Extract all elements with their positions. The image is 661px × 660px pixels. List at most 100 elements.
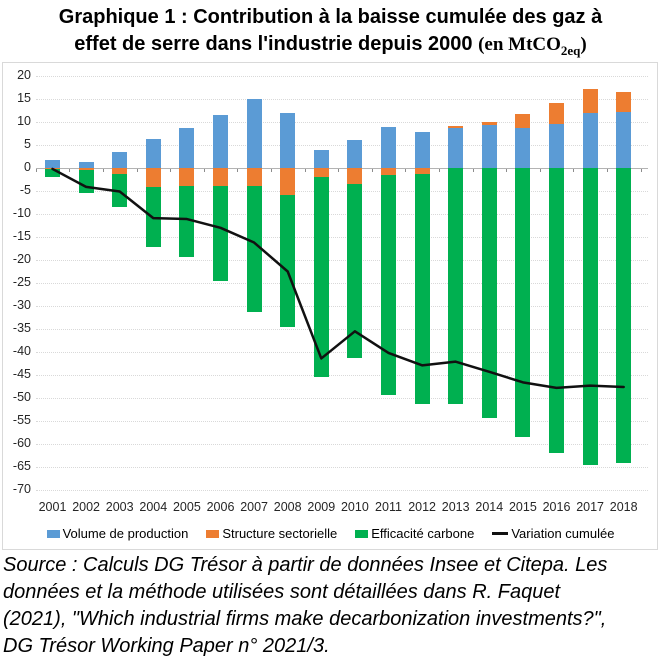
chart-title: Graphique 1 : Contribution à la baisse c… [0,4,661,64]
x-axis-label-2001: 2001 [38,500,67,514]
gridline--60 [36,444,648,445]
gridline-10 [36,122,648,123]
axis-tick [237,169,239,172]
axis-tick [270,169,272,172]
bar-segment-efficacite-carbone-2001 [45,168,60,178]
bar-segment-volume-de-production-2008 [280,112,296,168]
y-axis-label--45: -45 [12,367,31,381]
x-axis-label-2008: 2008 [273,500,302,514]
legend-item-variation-cumulee: Variation cumulée [492,526,614,541]
gridline-5 [36,145,648,146]
y-axis-label-20: 20 [17,68,31,82]
y-axis-label--60: -60 [12,436,31,450]
x-axis-label-2007: 2007 [240,500,268,514]
y-axis-label--50: -50 [12,390,31,404]
axis-tick [170,169,172,172]
chart-title-line2-text: effet de serre dans l'industrie depuis 2… [74,33,479,55]
axis-tick [136,169,138,172]
legend-item-volume-de-production: Volume de production [46,526,189,541]
bar-segment-efficacite-carbone-2005 [179,186,195,258]
chart-title-line1: Graphique 1 : Contribution à la baisse c… [58,6,603,28]
y-axis-label--10: -10 [12,206,31,220]
x-axis-label-2009: 2009 [307,500,336,514]
y-axis-label--25: -25 [12,275,31,289]
bar-segment-efficacite-carbone-2004 [145,186,161,248]
legend-label-efficacite-carbone: Efficacité carbone [371,526,475,541]
y-axis-label-15: 15 [17,91,31,105]
bar-segment-volume-de-production-2015 [515,127,531,168]
axis-tick [405,169,407,172]
gridline-20 [36,76,648,77]
x-axis-label-2005: 2005 [172,500,201,514]
legend-swatch-variation-cumulee [492,532,509,535]
bar-segment-efficacite-carbone-2003 [112,173,128,207]
axis-tick [102,169,104,172]
bar-segment-volume-de-production-2002 [78,162,94,168]
x-axis-label-2017: 2017 [576,500,604,514]
source-line-4: DG Trésor Working Paper n° 2021/3. [3,635,330,657]
bar-segment-volume-de-production-2010 [347,140,363,168]
x-axis-label-2002: 2002 [72,500,100,514]
legend-item-structure-sectorielle: Structure sectorielle [206,526,337,541]
y-axis-label--15: -15 [12,229,31,243]
bar-segment-structure-sectorielle-2004 [145,168,161,187]
bar-segment-efficacite-carbone-2013 [448,168,464,404]
bar-segment-volume-de-production-2014 [481,125,497,168]
y-axis-label--20: -20 [12,252,31,266]
legend: Volume de production Structure sectoriell… [0,526,661,541]
x-axis-label-2004: 2004 [139,500,168,514]
y-axis-label--40: -40 [12,344,31,358]
y-axis-label-10: 10 [17,114,31,128]
x-axis-label-2010: 2010 [340,500,369,514]
x-axis-label-2011: 2011 [375,500,402,514]
legend-label-structure-sectorielle: Structure sectorielle [222,526,338,541]
bar-segment-structure-sectorielle-2010 [347,168,363,185]
gridline--70 [36,490,648,491]
bar-segment-efficacite-carbone-2006 [213,186,228,281]
y-axis-label--35: -35 [12,321,31,335]
axis-tick [371,169,373,172]
bar-segment-volume-de-production-2017 [582,113,598,168]
axis-tick [338,169,340,172]
bar-segment-volume-de-production-2011 [381,126,396,168]
legend-label-volume-de-production: Volume de production [62,526,189,541]
bar-segment-efficacite-carbone-2015 [515,168,531,437]
x-axis-label-2013: 2013 [441,500,470,514]
bar-segment-efficacite-carbone-2012 [414,174,430,404]
bar-segment-volume-de-production-2005 [179,127,195,168]
bar-segment-efficacite-carbone-2011 [381,174,396,395]
bar-segment-structure-sectorielle-2018 [616,92,632,112]
bar-segment-efficacite-carbone-2007 [246,186,262,312]
gridline--50 [36,398,648,399]
axis-tick [69,169,71,172]
x-axis-label-2015: 2015 [508,500,537,514]
bar-segment-efficacite-carbone-2018 [616,168,632,464]
legend-label-variation-cumulee: Variation cumulée [511,526,615,541]
axis-tick [539,169,541,172]
bar-segment-volume-de-production-2016 [549,124,564,168]
bar-segment-efficacite-carbone-2014 [481,168,497,419]
legend-swatch-efficacite-carbone [355,529,369,538]
y-axis-label--30: -30 [12,298,31,312]
bar-segment-volume-de-production-2009 [313,149,329,168]
bar-segment-efficacite-carbone-2017 [582,168,598,466]
source-line-1: Source : Calculs DG Trésor à partir de d… [3,554,608,576]
axis-tick [438,169,440,172]
bar-segment-efficacite-carbone-2009 [313,176,329,377]
axis-tick [573,169,575,172]
x-axis-label-2006: 2006 [206,500,235,514]
bar-segment-structure-sectorielle-2016 [549,102,564,125]
bar-segment-efficacite-carbone-2010 [347,184,363,358]
chart-title-line2: effet de serre dans l'industrie depuis 2… [0,31,661,64]
x-axis-label-2018: 2018 [609,500,638,514]
bar-segment-structure-sectorielle-2007 [246,168,262,187]
bar-segment-volume-de-production-2012 [414,131,430,168]
unit-close-paren: ) [580,34,587,55]
legend-item-efficacite-carbone: Efficacité carbone [355,526,474,541]
bar-segment-structure-sectorielle-2014 [481,121,497,126]
axis-tick [640,169,642,172]
axis-tick [203,169,205,172]
bar-segment-volume-de-production-2013 [448,127,464,168]
x-axis-label-2012: 2012 [408,500,436,514]
